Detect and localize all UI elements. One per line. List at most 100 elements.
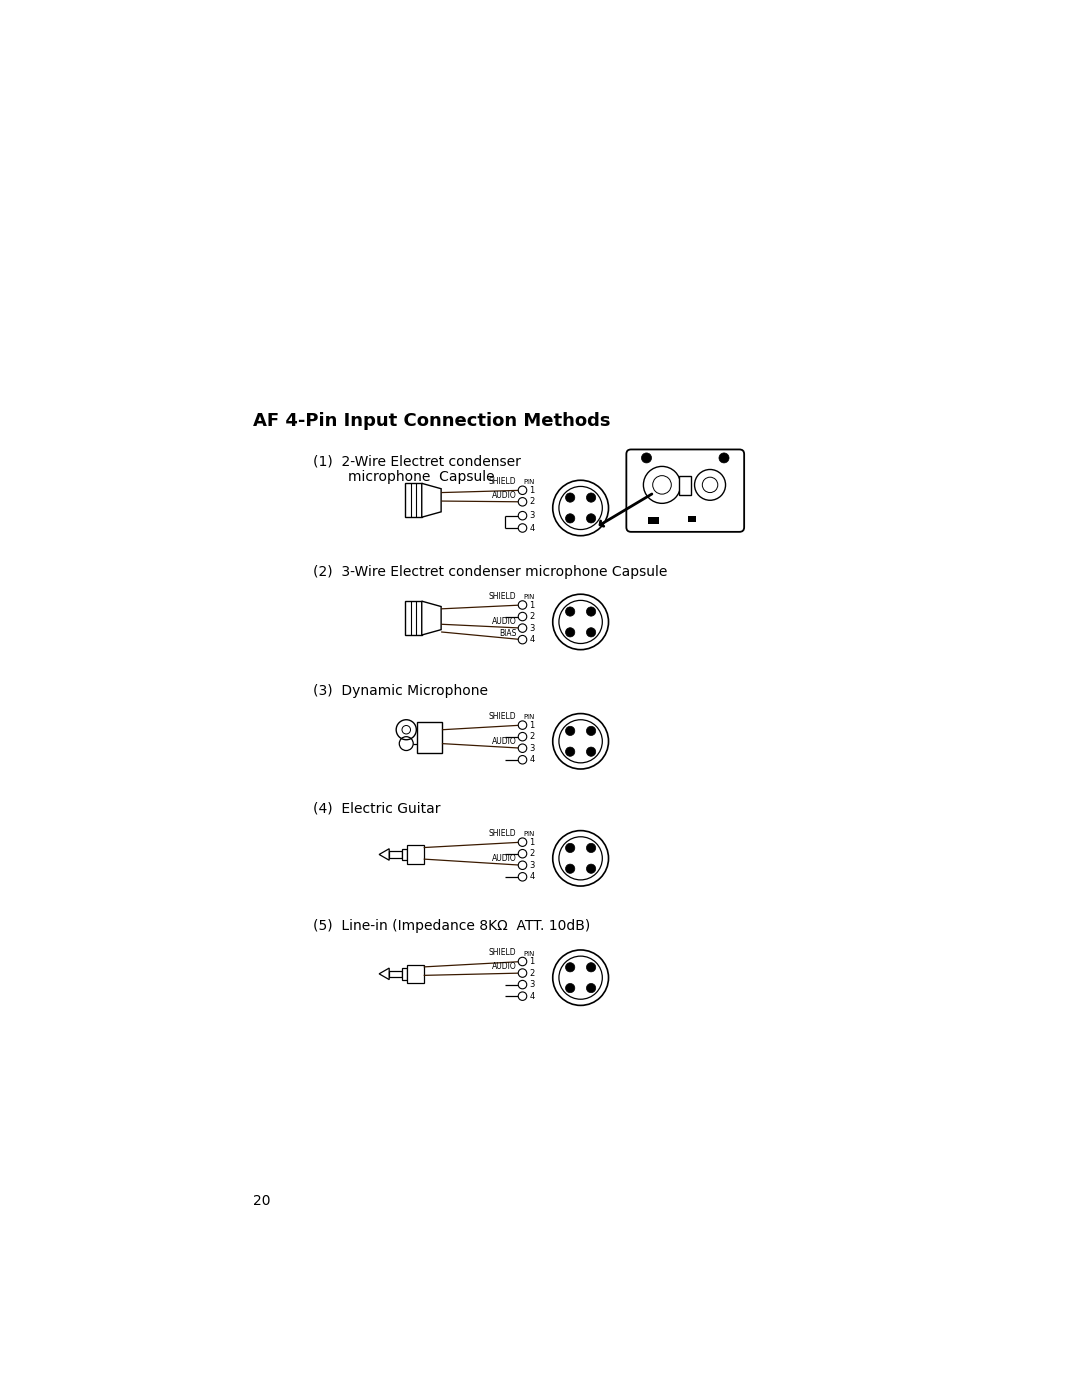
Text: 1: 1 [529, 486, 535, 495]
Circle shape [518, 721, 527, 729]
Circle shape [566, 747, 575, 756]
Text: 1: 1 [529, 721, 535, 729]
Circle shape [518, 756, 527, 764]
Circle shape [518, 970, 527, 978]
Circle shape [518, 486, 527, 495]
Text: 3: 3 [529, 511, 535, 520]
Text: PIN: PIN [524, 714, 535, 719]
Text: (3)  Dynamic Microphone: (3) Dynamic Microphone [313, 685, 488, 698]
Text: 2: 2 [529, 732, 535, 742]
Circle shape [586, 493, 596, 502]
Text: 20: 20 [253, 1194, 270, 1208]
Text: PIN: PIN [524, 594, 535, 599]
Text: PIN: PIN [524, 950, 535, 957]
Circle shape [586, 514, 596, 522]
Circle shape [518, 497, 527, 506]
Text: AF 4-Pin Input Connection Methods: AF 4-Pin Input Connection Methods [253, 412, 610, 430]
Text: 4: 4 [529, 636, 535, 644]
Circle shape [566, 844, 575, 852]
Circle shape [518, 524, 527, 532]
Circle shape [586, 865, 596, 873]
Circle shape [518, 849, 527, 858]
Text: (1)  2-Wire Electret condenser
        microphone  Capsule: (1) 2-Wire Electret condenser microphone… [313, 454, 522, 485]
Text: 3: 3 [529, 623, 535, 633]
Bar [407, 964, 423, 983]
Circle shape [553, 481, 608, 535]
Circle shape [566, 963, 575, 972]
Text: 3: 3 [529, 743, 535, 753]
Text: 4: 4 [529, 524, 535, 532]
Circle shape [518, 636, 527, 644]
Circle shape [518, 981, 527, 989]
Circle shape [586, 747, 596, 756]
Circle shape [518, 601, 527, 609]
Circle shape [553, 831, 608, 886]
Circle shape [518, 511, 527, 520]
Text: SHIELD: SHIELD [488, 592, 516, 601]
Text: 2: 2 [529, 968, 535, 978]
Bar [389, 971, 403, 977]
Circle shape [586, 844, 596, 852]
Circle shape [719, 453, 729, 462]
Text: PIN: PIN [524, 479, 535, 485]
Text: 4: 4 [529, 992, 535, 1000]
Circle shape [518, 612, 527, 620]
Circle shape [566, 865, 575, 873]
Circle shape [586, 627, 596, 637]
Circle shape [586, 726, 596, 735]
Circle shape [644, 467, 680, 503]
Bar [417, 722, 442, 753]
Text: (5)  Line-in (Impedance 8KΩ  ATT. 10dB): (5) Line-in (Impedance 8KΩ ATT. 10dB) [313, 919, 591, 933]
Circle shape [553, 714, 608, 768]
Text: AUDIO: AUDIO [491, 963, 516, 971]
Text: 1: 1 [529, 601, 535, 609]
Text: SHIELD: SHIELD [488, 476, 516, 486]
Text: AUDIO: AUDIO [491, 617, 516, 626]
Text: (2)  3-Wire Electret condenser microphone Capsule: (2) 3-Wire Electret condenser microphone… [313, 564, 667, 578]
Circle shape [694, 469, 726, 500]
Text: 4: 4 [529, 872, 535, 882]
Bar [405, 601, 422, 636]
Bar [405, 483, 422, 517]
Bar [679, 476, 691, 495]
Polygon shape [422, 601, 441, 636]
Text: SHIELD: SHIELD [488, 828, 516, 838]
Text: 1: 1 [529, 838, 535, 847]
Text: AUDIO: AUDIO [491, 855, 516, 863]
Circle shape [642, 453, 651, 462]
Text: BIAS: BIAS [499, 629, 516, 637]
Circle shape [518, 957, 527, 965]
Circle shape [566, 726, 575, 735]
Bar [403, 968, 407, 979]
Text: (4)  Electric Guitar: (4) Electric Guitar [313, 802, 441, 816]
Circle shape [566, 983, 575, 993]
Circle shape [553, 594, 608, 650]
Text: SHIELD: SHIELD [488, 949, 516, 957]
Circle shape [566, 627, 575, 637]
Text: 1: 1 [529, 957, 535, 965]
Circle shape [396, 719, 416, 740]
Bar [688, 517, 697, 522]
Text: SHIELD: SHIELD [488, 712, 516, 721]
Circle shape [566, 606, 575, 616]
Circle shape [553, 950, 608, 1006]
Circle shape [586, 963, 596, 972]
Text: 2: 2 [529, 612, 535, 622]
Circle shape [518, 838, 527, 847]
Text: PIN: PIN [524, 831, 535, 837]
Text: AUDIO: AUDIO [491, 738, 516, 746]
Circle shape [518, 992, 527, 1000]
Text: 3: 3 [529, 861, 535, 870]
Circle shape [518, 624, 527, 633]
Text: 2: 2 [529, 497, 535, 506]
Circle shape [518, 861, 527, 869]
Circle shape [566, 493, 575, 502]
Circle shape [586, 606, 596, 616]
Text: AUDIO: AUDIO [491, 490, 516, 500]
Text: 2: 2 [529, 849, 535, 858]
Polygon shape [379, 849, 389, 861]
Bar [403, 849, 407, 861]
Circle shape [566, 514, 575, 522]
Text: 4: 4 [529, 756, 535, 764]
Bar [407, 845, 423, 863]
